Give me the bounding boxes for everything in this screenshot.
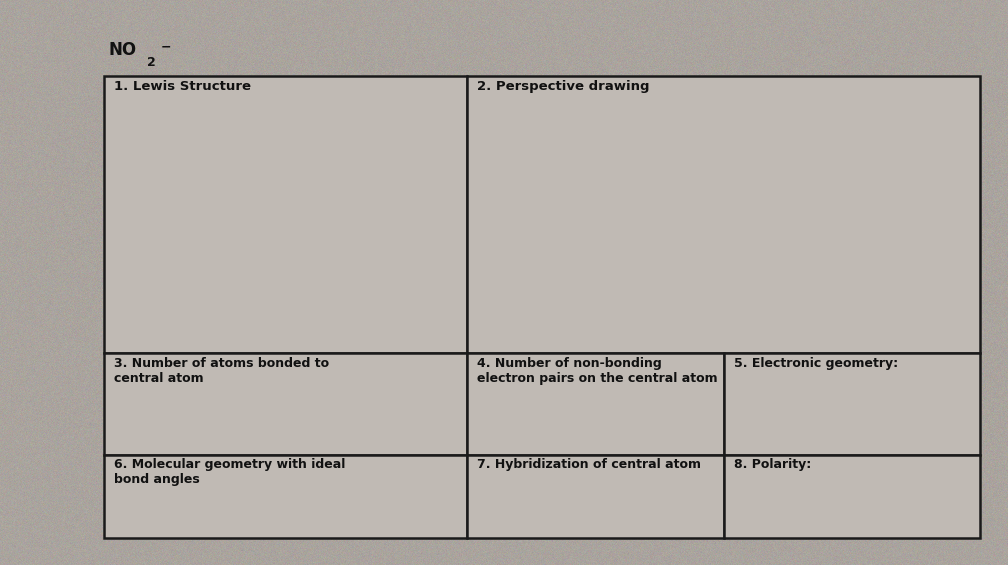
Text: NO: NO (109, 41, 137, 59)
Text: 2: 2 (147, 56, 156, 69)
Bar (467, 353, 724, 455)
Text: −: − (160, 41, 170, 54)
Text: 6. Molecular geometry with ideal
bond angles: 6. Molecular geometry with ideal bond an… (114, 458, 346, 486)
Bar (104, 455, 467, 538)
Bar (104, 76, 467, 353)
Bar (467, 455, 724, 538)
Bar (104, 353, 467, 455)
Text: 7. Hybridization of central atom: 7. Hybridization of central atom (477, 458, 701, 471)
Bar (724, 455, 980, 538)
Text: 1. Lewis Structure: 1. Lewis Structure (114, 80, 251, 93)
Text: 3. Number of atoms bonded to
central atom: 3. Number of atoms bonded to central ato… (114, 357, 329, 385)
Bar (724, 353, 980, 455)
Text: 8. Polarity:: 8. Polarity: (734, 458, 811, 471)
Text: 2. Perspective drawing: 2. Perspective drawing (477, 80, 649, 93)
Text: 5. Electronic geometry:: 5. Electronic geometry: (734, 357, 898, 370)
Bar (467, 76, 980, 353)
Text: 4. Number of non-bonding
electron pairs on the central atom: 4. Number of non-bonding electron pairs … (477, 357, 718, 385)
